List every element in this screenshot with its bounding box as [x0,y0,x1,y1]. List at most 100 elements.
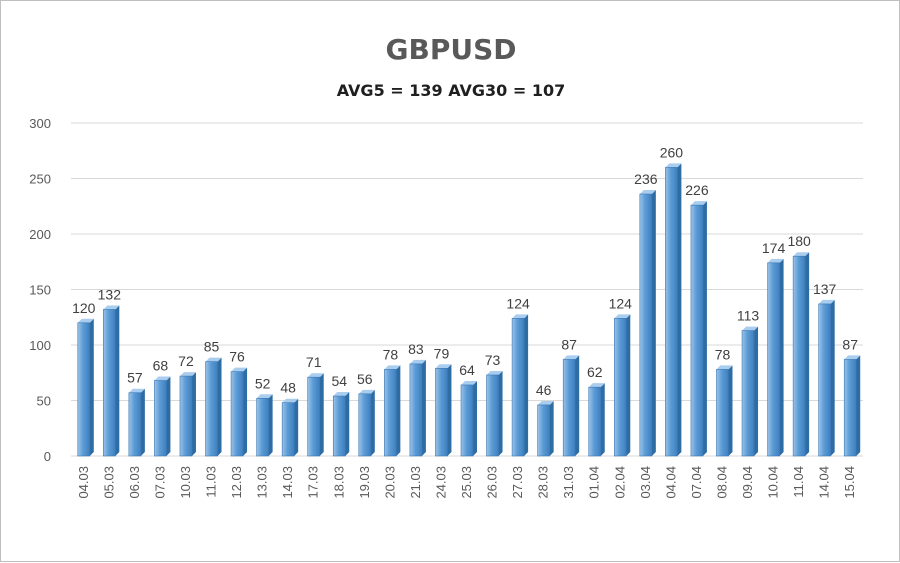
data-label: 54 [331,373,347,389]
data-label: 56 [357,371,373,387]
bar [128,388,145,457]
bar [256,394,273,457]
bar [384,365,401,457]
x-tick-label: 01.04 [587,466,602,499]
bar [486,370,503,457]
x-tick-label: 25.03 [459,466,474,499]
x-tick-label: 15.04 [842,466,857,499]
bar [716,365,733,457]
x-tick-label: 12.03 [229,466,244,499]
x-tick-label: 10.04 [766,466,781,499]
bar [741,326,759,457]
x-tick-label: 13.03 [255,466,270,499]
bar [205,357,222,457]
x-tick-label: 20.03 [382,466,397,499]
x-axis-ticks: 04.03 05.03 06.03 07.03 10.03 11.03 12.03 13.03… [76,466,857,499]
chart-title: GBPUSD [386,33,517,66]
y-axis-ticks: 0 50 100 150 200 250 300 [29,116,51,464]
x-tick-label: 11.04 [791,466,806,498]
data-label: 48 [280,380,296,396]
x-tick-label: 17.03 [306,466,321,499]
data-label: 78 [383,346,399,362]
gridlines [71,122,863,457]
bar [792,252,810,457]
bar [588,383,605,457]
data-label: 87 [561,336,577,352]
x-tick-label: 28.03 [536,466,551,499]
data-label: 62 [587,364,603,380]
y-tick-label: 250 [29,172,51,187]
data-label: 113 [737,308,760,324]
data-label: 52 [255,375,271,391]
x-tick-label: 11.03 [204,466,219,498]
bar [307,373,324,457]
x-tick-label: 04.04 [663,466,678,499]
x-tick-label: 14.04 [817,466,832,499]
data-label: 76 [229,349,245,365]
data-label: 120 [72,300,96,316]
bar [409,359,426,457]
data-label: 226 [685,182,709,198]
data-label: 260 [660,144,684,160]
data-label: 64 [459,362,475,378]
bar [613,314,631,457]
x-tick-label: 18.03 [331,466,346,499]
bar [154,376,171,457]
bar [562,355,580,457]
x-tick-label: 21.03 [408,466,423,499]
y-tick-label: 0 [44,449,51,464]
data-label: 46 [536,382,552,398]
bar [665,163,682,457]
x-tick-label: 14.03 [280,466,295,499]
data-label: 79 [434,345,450,361]
y-tick-label: 300 [29,116,51,131]
data-label: 174 [762,240,786,256]
bar [179,372,196,457]
x-tick-label: 05.03 [101,466,116,499]
data-label: 236 [634,171,658,187]
bars [77,163,861,457]
data-label: 87 [842,336,858,352]
x-tick-label: 09.04 [740,466,755,499]
x-tick-label: 27.03 [510,466,525,499]
bar [435,364,452,457]
data-label: 124 [506,295,530,311]
chart-subtitle: AVG5 = 139 AVG30 = 107 [337,81,565,100]
x-tick-label: 26.03 [485,466,500,499]
bar [332,392,350,457]
y-tick-label: 50 [37,394,51,409]
y-tick-label: 200 [29,227,51,242]
data-label: 180 [787,233,811,249]
x-tick-label: 07.04 [689,466,704,499]
data-label: 57 [127,370,143,386]
x-tick-label: 31.03 [561,466,576,499]
data-label: 68 [153,358,169,374]
bar [460,380,477,457]
data-label: 132 [98,286,122,302]
data-label: 137 [813,281,837,297]
x-tick-label: 24.03 [433,466,448,499]
y-tick-label: 100 [29,338,51,353]
bar [358,389,375,457]
bar [77,318,94,457]
x-tick-label: 06.03 [127,466,142,499]
bar [843,355,861,457]
data-label: 85 [204,339,220,355]
data-label: 78 [715,346,731,362]
x-tick-label: 07.03 [152,466,167,499]
bar [537,400,554,457]
bar [690,201,707,457]
data-label: 83 [408,341,424,357]
x-tick-label: 19.03 [357,466,372,499]
bar [639,190,656,457]
x-tick-label: 10.03 [178,466,193,499]
data-label: 124 [609,295,633,311]
bar [281,398,299,457]
x-tick-label: 02.04 [612,466,627,499]
bar [103,305,120,457]
data-label: 71 [306,354,322,370]
x-tick-label: 03.04 [638,466,653,499]
